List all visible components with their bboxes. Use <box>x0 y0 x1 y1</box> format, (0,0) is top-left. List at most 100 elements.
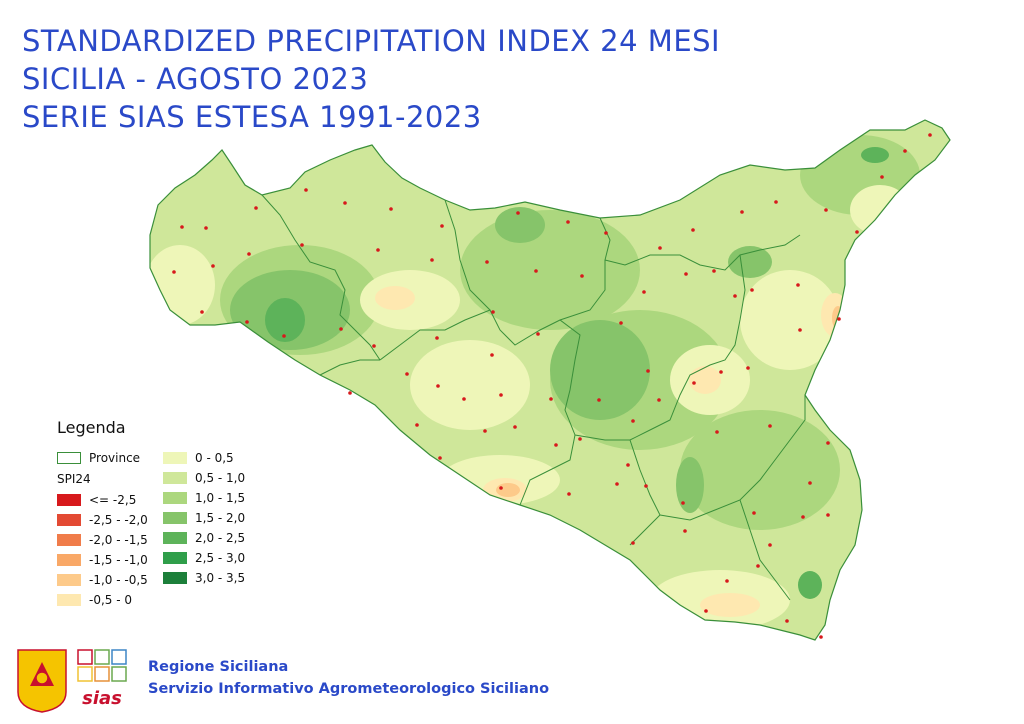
positive_classes-row: 0,5 - 1,0 <box>163 468 273 488</box>
positive_classes-row: 2,0 - 2,5 <box>163 528 273 548</box>
station-dot <box>200 310 204 314</box>
station-dot <box>644 484 648 488</box>
legend-swatch <box>163 532 187 544</box>
legend-positive-column: 0 - 0,5 0,5 - 1,0 1,0 - 1,5 1,5 - 2,0 2,0 - … <box>163 448 273 588</box>
map-title: STANDARDIZED PRECIPITATION INDEX 24 MESI… <box>22 22 720 136</box>
province-borders <box>261 194 806 601</box>
spi-zone <box>861 147 889 163</box>
station-dot <box>798 328 802 332</box>
legend-class-label: 2,5 - 3,0 <box>195 551 246 565</box>
spi-zone <box>496 483 520 497</box>
station-dot <box>516 211 520 215</box>
station-dot <box>692 381 696 385</box>
spi-zone <box>150 245 215 325</box>
station-dot <box>619 321 623 325</box>
legend-negative-column: Province SPI24 <= -2,5 -2,5 - -2,0 -2,0 - … <box>57 448 167 610</box>
spi-zone <box>495 207 545 243</box>
legend-swatch <box>57 534 81 546</box>
province-border <box>261 194 381 361</box>
station-dot <box>691 228 695 232</box>
station-dot <box>389 207 393 211</box>
station-dot <box>440 224 444 228</box>
station-dot <box>436 384 440 388</box>
station-dot <box>282 334 286 338</box>
station-dot <box>824 208 828 212</box>
legend-swatch <box>57 494 81 506</box>
island-outline <box>149 119 951 641</box>
legend-class-label: 0,5 - 1,0 <box>195 471 246 485</box>
station-dot <box>491 310 495 314</box>
station-dot <box>172 270 176 274</box>
province-border <box>739 499 791 601</box>
spi-zone <box>740 270 840 370</box>
spi-zone <box>375 286 415 310</box>
spi-zone <box>460 210 640 330</box>
station-dot <box>756 564 760 568</box>
station-dot <box>348 391 352 395</box>
station-dot <box>534 269 538 273</box>
station-dot <box>490 353 494 357</box>
legend-positive-classes: 0 - 0,5 0,5 - 1,0 1,0 - 1,5 1,5 - 2,0 2,0 - … <box>163 448 273 588</box>
legend: Legenda Province SPI24 <= -2,5 -2,5 - -2,… <box>57 418 245 607</box>
station-dot <box>513 425 517 429</box>
station-dot <box>462 397 466 401</box>
station-dot <box>578 437 582 441</box>
station-dot <box>715 430 719 434</box>
footer-service: Servizio Informativo Agrometeorologico S… <box>148 681 550 697</box>
title-line-1: STANDARDIZED PRECIPITATION INDEX 24 MESI <box>22 24 721 58</box>
station-dot <box>245 320 249 324</box>
station-dot <box>733 294 737 298</box>
spi-zone <box>676 457 704 513</box>
legend-swatch <box>163 552 187 564</box>
negative_classes-row: -1,5 - -1,0 <box>57 550 167 570</box>
spi-zone <box>550 320 650 420</box>
station-dot <box>642 290 646 294</box>
station-dot <box>658 246 662 250</box>
station-dot <box>796 283 800 287</box>
station-dot <box>554 443 558 447</box>
station-dot <box>684 272 688 276</box>
station-dot <box>903 149 907 153</box>
negative_classes-row: -2,0 - -1,5 <box>57 530 167 550</box>
station-dot <box>626 463 630 467</box>
spi-zone <box>728 246 772 278</box>
spi-zone <box>798 571 822 599</box>
station-dot <box>499 393 503 397</box>
station-dot <box>405 372 409 376</box>
legend-swatch <box>163 512 187 524</box>
legend-province-row: Province <box>57 448 167 468</box>
legend-class-label: 0 - 0,5 <box>195 451 234 465</box>
station-dot <box>597 398 601 402</box>
station-dot <box>646 369 650 373</box>
negative_classes-row: -0,5 - 0 <box>57 590 167 610</box>
spi-zone <box>680 410 840 530</box>
negative_classes-row: -1,0 - -0,5 <box>57 570 167 590</box>
station-dot <box>247 252 251 256</box>
station-dot <box>774 200 778 204</box>
station-dot <box>438 456 442 460</box>
legend-class-label: 1,0 - 1,5 <box>195 491 246 505</box>
station-dot <box>415 423 419 427</box>
negative_classes-row: -2,5 - -2,0 <box>57 510 167 530</box>
station-dot <box>801 515 805 519</box>
legend-swatch <box>57 574 81 586</box>
province-border <box>659 395 806 521</box>
station-dot <box>740 210 744 214</box>
legend-class-label: 2,0 - 2,5 <box>195 531 246 545</box>
legend-class-label: <= -2,5 <box>89 493 137 507</box>
station-dot <box>430 258 434 262</box>
legend-province-label: Province <box>89 451 141 465</box>
station-dot <box>499 486 503 490</box>
station-dot <box>343 201 347 205</box>
legend-class-label: 1,5 - 2,0 <box>195 511 246 525</box>
station-dot <box>837 317 841 321</box>
station-dot <box>536 332 540 336</box>
province-border <box>604 234 801 271</box>
station-dot <box>826 441 830 445</box>
spi-zone <box>410 340 530 430</box>
legend-class-label: -1,5 - -1,0 <box>89 553 148 567</box>
legend-swatch <box>57 594 81 606</box>
station-dot <box>880 175 884 179</box>
legend-heading: Legenda <box>57 418 126 437</box>
spi-zone <box>700 593 760 617</box>
